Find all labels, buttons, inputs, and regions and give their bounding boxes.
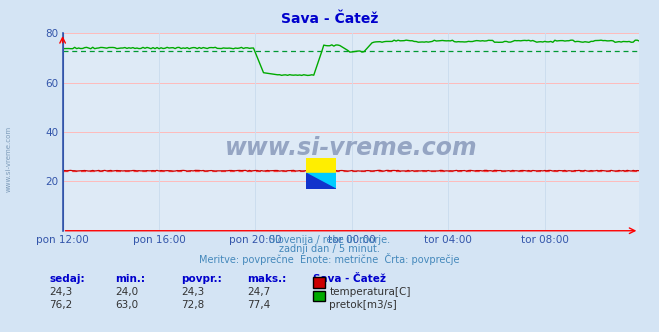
Text: povpr.:: povpr.: bbox=[181, 274, 222, 284]
Text: 76,2: 76,2 bbox=[49, 300, 72, 310]
Text: maks.:: maks.: bbox=[247, 274, 287, 284]
Polygon shape bbox=[306, 158, 336, 173]
Text: 63,0: 63,0 bbox=[115, 300, 138, 310]
Text: www.si-vreme.com: www.si-vreme.com bbox=[225, 136, 477, 160]
Text: temperatura[C]: temperatura[C] bbox=[330, 287, 411, 297]
Text: Meritve: povprečne  Enote: metrične  Črta: povprečje: Meritve: povprečne Enote: metrične Črta:… bbox=[199, 253, 460, 265]
Text: Sava - Čatež: Sava - Čatež bbox=[313, 274, 386, 284]
Text: 24,3: 24,3 bbox=[181, 287, 204, 297]
Text: 77,4: 77,4 bbox=[247, 300, 270, 310]
Text: www.si-vreme.com: www.si-vreme.com bbox=[5, 126, 12, 193]
Polygon shape bbox=[306, 173, 336, 189]
Text: 24,3: 24,3 bbox=[49, 287, 72, 297]
Text: Sava - Čatež: Sava - Čatež bbox=[281, 12, 378, 26]
Text: sedaj:: sedaj: bbox=[49, 274, 85, 284]
Text: 24,7: 24,7 bbox=[247, 287, 270, 297]
Text: 24,0: 24,0 bbox=[115, 287, 138, 297]
Polygon shape bbox=[306, 173, 336, 189]
Text: 72,8: 72,8 bbox=[181, 300, 204, 310]
Text: zadnji dan / 5 minut.: zadnji dan / 5 minut. bbox=[279, 244, 380, 254]
Text: pretok[m3/s]: pretok[m3/s] bbox=[330, 300, 397, 310]
Text: min.:: min.: bbox=[115, 274, 146, 284]
Text: Slovenija / reke in morje.: Slovenija / reke in morje. bbox=[269, 235, 390, 245]
